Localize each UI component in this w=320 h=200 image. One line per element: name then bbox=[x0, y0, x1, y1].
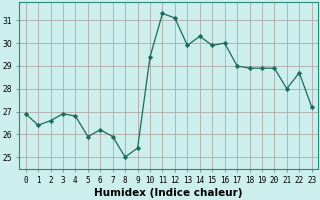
X-axis label: Humidex (Indice chaleur): Humidex (Indice chaleur) bbox=[94, 188, 243, 198]
